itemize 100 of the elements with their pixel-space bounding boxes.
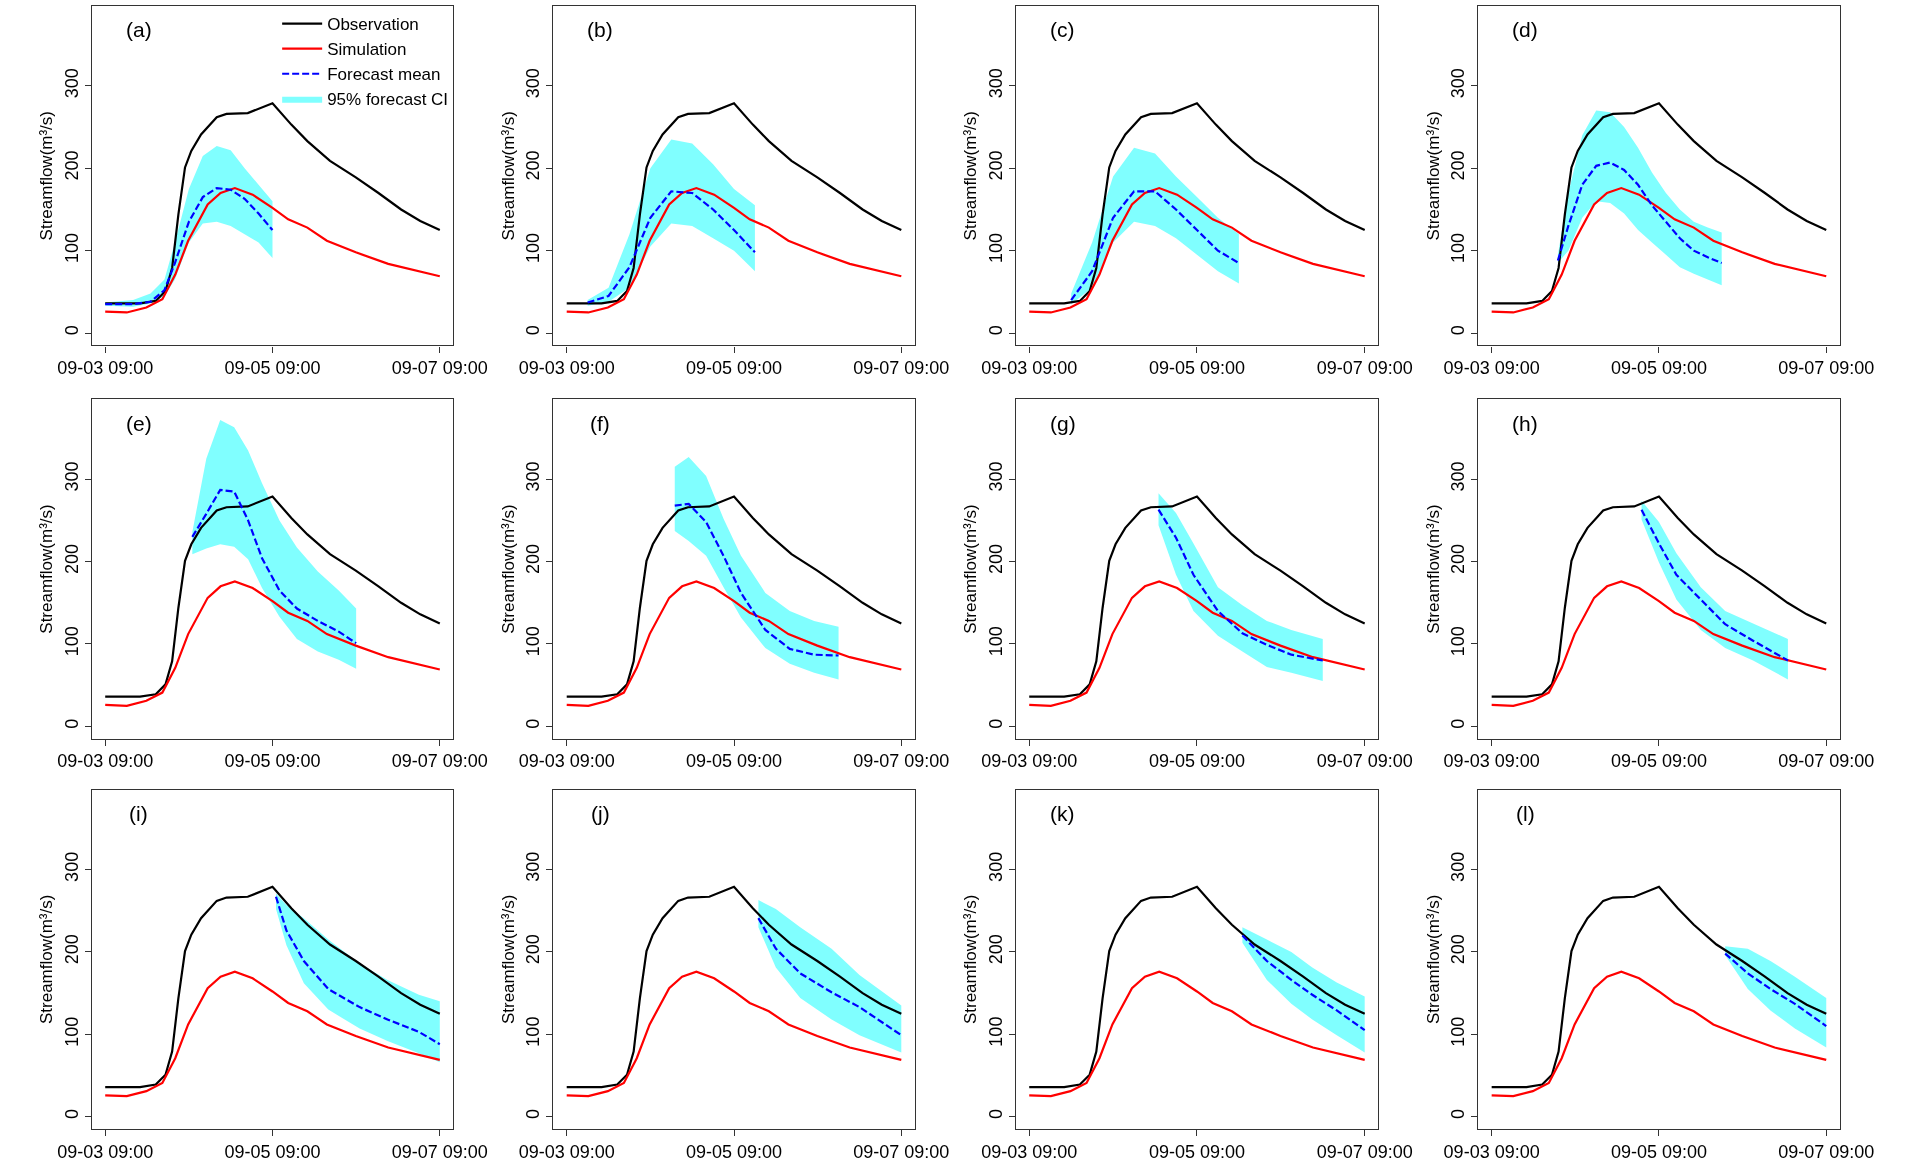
y-tick-label: 100 xyxy=(523,1016,544,1047)
y-axis-title: Streamflow(m³/s) xyxy=(961,894,981,1025)
y-tick-label: 0 xyxy=(1448,1108,1468,1120)
x-tick-label: 09-05 09:00 xyxy=(1610,358,1707,379)
x-tick-label: 09-03 09:00 xyxy=(518,751,615,772)
x-tick-label: 09-07 09:00 xyxy=(853,751,950,772)
text: (k) xyxy=(1050,802,1075,825)
x-tick-label: 09-07 09:00 xyxy=(1316,358,1413,379)
y-tick-label: 300 xyxy=(985,68,1006,99)
y-axis-title: Streamflow(m³/s) xyxy=(1423,894,1443,1025)
y-tick-label: 100 xyxy=(985,626,1006,657)
y-tick-label: 200 xyxy=(523,150,544,181)
x-tick-label: 09-05 09:00 xyxy=(685,358,783,379)
x-tick-label: 09-05 09:00 xyxy=(224,358,321,379)
line-series xyxy=(1070,190,1240,302)
y-tick-label: 100 xyxy=(61,626,82,657)
y-tick-label: 200 xyxy=(61,934,82,965)
x-tick-label: 09-07 09:00 xyxy=(391,1141,488,1162)
y-axis-title: Streamflow(m³/s) xyxy=(37,110,57,241)
y-tick-label: 200 xyxy=(985,543,1006,574)
x-tick-label: 09-07 09:00 xyxy=(391,751,488,772)
y-axis-title: Streamflow(m³/s) xyxy=(961,110,981,241)
y-tick-label: 300 xyxy=(1448,68,1468,99)
text: (a) xyxy=(126,18,152,41)
x-tick-label: 09-03 09:00 xyxy=(57,358,154,379)
text: (h) xyxy=(1512,412,1538,435)
text: (g) xyxy=(1050,412,1076,435)
y-tick-label: 200 xyxy=(1448,934,1468,965)
y-tick-label: 0 xyxy=(523,325,544,336)
legend-label: Simulation xyxy=(327,40,407,60)
x-tick-label: 09-03 09:00 xyxy=(1443,751,1540,772)
x-tick-label: 09-03 09:00 xyxy=(57,751,154,772)
text: (f) xyxy=(590,412,610,435)
y-tick-label: 300 xyxy=(985,851,1006,882)
y-tick-label: 100 xyxy=(1448,232,1468,263)
x-tick-label: 09-05 09:00 xyxy=(224,751,321,772)
y-tick-label: 0 xyxy=(523,1108,544,1120)
y-tick-label: 0 xyxy=(985,1108,1006,1120)
x-tick-label: 09-05 09:00 xyxy=(224,1141,321,1162)
x-tick-label: 09-03 09:00 xyxy=(518,1141,615,1162)
y-tick-label: 300 xyxy=(61,851,82,882)
text: (b) xyxy=(587,18,613,41)
y-tick-label: 200 xyxy=(61,150,82,181)
text: (d) xyxy=(1512,18,1538,41)
legend-label: Observation xyxy=(327,15,419,35)
x-tick-label: 09-03 09:00 xyxy=(981,1141,1078,1162)
y-tick-label: 100 xyxy=(985,232,1006,263)
x-tick-label: 09-05 09:00 xyxy=(1148,1141,1246,1162)
y-axis-title: Streamflow(m³/s) xyxy=(498,110,518,241)
x-tick-label: 09-07 09:00 xyxy=(853,1141,950,1162)
y-tick-label: 300 xyxy=(1448,461,1468,492)
text: (e) xyxy=(126,412,152,435)
y-tick-label: 200 xyxy=(1448,150,1468,181)
x-tick-label: 09-03 09:00 xyxy=(57,1141,154,1162)
x-tick-label: 09-07 09:00 xyxy=(1778,358,1875,379)
x-tick-label: 09-05 09:00 xyxy=(685,751,783,772)
x-tick-label: 09-05 09:00 xyxy=(1610,1141,1707,1162)
y-tick-label: 300 xyxy=(523,851,544,882)
y-tick-label: 0 xyxy=(61,718,82,729)
x-tick-label: 09-03 09:00 xyxy=(1443,1141,1540,1162)
y-tick-label: 0 xyxy=(1448,718,1468,729)
y-tick-label: 300 xyxy=(985,461,1006,492)
text: (l) xyxy=(1516,802,1535,825)
y-tick-label: 100 xyxy=(523,232,544,263)
y-tick-label: 300 xyxy=(523,68,544,99)
x-tick-label: 09-07 09:00 xyxy=(1778,751,1875,772)
x-tick-label: 09-07 09:00 xyxy=(853,358,950,379)
y-tick-label: 100 xyxy=(523,626,544,657)
y-axis-title: Streamflow(m³/s) xyxy=(961,504,981,634)
x-tick-label: 09-05 09:00 xyxy=(1610,751,1707,772)
y-axis-title: Streamflow(m³/s) xyxy=(498,504,518,634)
x-tick-label: 09-03 09:00 xyxy=(981,751,1078,772)
y-tick-label: 100 xyxy=(985,1016,1006,1047)
text: (c) xyxy=(1050,18,1075,41)
x-tick-label: 09-03 09:00 xyxy=(981,358,1078,379)
text: (i) xyxy=(129,802,148,825)
text: (j) xyxy=(591,802,610,825)
y-tick-label: 200 xyxy=(985,934,1006,965)
x-tick-label: 09-07 09:00 xyxy=(1316,1141,1413,1162)
y-tick-label: 200 xyxy=(1448,543,1468,574)
y-tick-label: 300 xyxy=(61,68,82,99)
y-tick-label: 0 xyxy=(985,718,1006,729)
y-axis-title: Streamflow(m³/s) xyxy=(498,894,518,1025)
y-tick-label: 200 xyxy=(523,543,544,574)
y-tick-label: 100 xyxy=(1448,1016,1468,1047)
y-tick-label: 300 xyxy=(1448,851,1468,882)
y-tick-label: 0 xyxy=(61,325,82,336)
y-axis-title: Streamflow(m³/s) xyxy=(37,894,57,1025)
x-tick-label: 09-05 09:00 xyxy=(1148,751,1246,772)
y-tick-label: 0 xyxy=(523,718,544,729)
y-tick-label: 0 xyxy=(1448,325,1468,336)
legend-label: Forecast mean xyxy=(327,65,441,85)
y-tick-label: 300 xyxy=(523,461,544,492)
y-axis-title: Streamflow(m³/s) xyxy=(1423,110,1443,241)
y-tick-label: 100 xyxy=(61,232,82,263)
y-tick-label: 200 xyxy=(61,543,82,574)
y-tick-label: 200 xyxy=(985,150,1006,181)
x-tick-label: 09-03 09:00 xyxy=(1443,358,1540,379)
y-tick-label: 100 xyxy=(1448,626,1468,657)
y-tick-label: 0 xyxy=(985,325,1006,336)
